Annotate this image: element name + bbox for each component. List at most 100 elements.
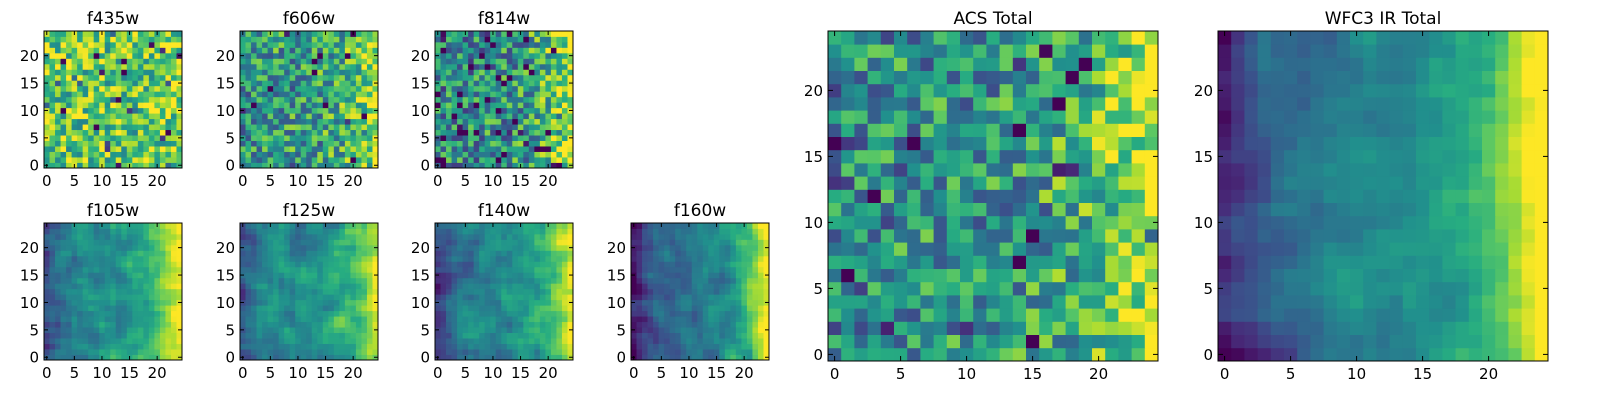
heatmap-cell: [148, 349, 155, 355]
heatmap-cell: [986, 308, 1000, 322]
heatmap-cell: [361, 332, 368, 339]
heatmap-cell: [528, 261, 535, 268]
heatmap-cell: [501, 135, 508, 141]
heatmap-cell: [344, 69, 351, 76]
heatmap-cell: [306, 41, 313, 48]
heatmap-cell: [697, 294, 704, 301]
heatmap-cell: [708, 272, 715, 279]
heatmap-cell: [251, 135, 257, 141]
heatmap-cell: [973, 242, 987, 256]
heatmap-cell: [82, 223, 89, 229]
heatmap-cell: [300, 41, 307, 48]
heatmap-cell: [295, 327, 302, 333]
heatmap-cell: [495, 157, 502, 163]
heatmap-cell: [267, 85, 274, 92]
heatmap-cell: [176, 316, 183, 323]
heatmap-cell: [159, 250, 166, 257]
heatmap-cell: [501, 157, 508, 163]
heatmap-cell: [495, 233, 502, 240]
heatmap-cell: [44, 321, 50, 328]
heatmap-cell: [473, 102, 480, 109]
heatmap-cell: [240, 316, 246, 323]
heatmap-cell: [267, 261, 274, 268]
heatmap-cell: [675, 310, 682, 317]
heatmap-cell: [468, 36, 475, 43]
heatmap-cell: [306, 162, 313, 169]
heatmap-cell: [284, 310, 291, 317]
heatmap-cell: [534, 354, 541, 361]
heatmap-cell: [636, 354, 643, 361]
heatmap-cell: [669, 272, 676, 279]
heatmap-cell: [1052, 202, 1066, 217]
heatmap-cell: [240, 41, 246, 48]
heatmap-cell: [479, 124, 486, 131]
heatmap-cell: [479, 354, 486, 361]
heatmap-cell: [451, 41, 458, 48]
heatmap-cell: [99, 310, 106, 317]
heatmap-cell: [653, 255, 659, 262]
heatmap-cell: [457, 332, 463, 339]
heatmap-cell: [479, 233, 486, 240]
heatmap-cell: [115, 255, 122, 262]
heatmap-cell: [446, 272, 452, 279]
heatmap-cell: [462, 146, 469, 152]
heatmap-cell: [484, 47, 491, 54]
heatmap-cell: [284, 244, 291, 251]
heatmap-cell: [99, 338, 106, 344]
heatmap-cell: [534, 140, 541, 147]
heatmap-cell: [457, 244, 463, 251]
heatmap-cell: [256, 310, 263, 317]
heatmap-cell: [132, 140, 139, 147]
heatmap-cell: [556, 294, 563, 301]
heatmap-cell: [55, 31, 61, 37]
heatmap-cell: [55, 266, 61, 273]
heatmap-cell: [708, 327, 715, 333]
heatmap-cell: [1092, 202, 1106, 217]
heatmap-cell: [372, 47, 379, 54]
heatmap-cell: [317, 250, 324, 257]
heatmap-cell: [273, 255, 280, 262]
heatmap-cell: [71, 261, 78, 268]
heatmap-cell: [262, 332, 268, 339]
heatmap-cell: [479, 58, 486, 65]
heatmap-cell: [88, 354, 95, 361]
heatmap-cell: [350, 91, 357, 98]
heatmap-cell: [479, 255, 486, 262]
heatmap-cell: [435, 151, 441, 158]
heatmap-cell: [366, 151, 373, 158]
heatmap-cell: [468, 69, 475, 76]
heatmap-cell: [556, 41, 563, 48]
heatmap-cell: [306, 310, 313, 317]
heatmap-cell: [60, 354, 67, 361]
heatmap-cell: [534, 266, 541, 273]
heatmap-cell: [176, 310, 183, 317]
heatmap-cell: [328, 63, 335, 70]
x-tick-label: 15: [120, 172, 139, 190]
heatmap-cell: [631, 310, 637, 317]
heatmap-cell: [121, 41, 128, 48]
heatmap-cell: [262, 80, 268, 87]
heatmap-cell: [1131, 242, 1146, 256]
heatmap-cell: [256, 354, 263, 361]
heatmap-cell: [311, 85, 318, 92]
heatmap-cell: [986, 189, 1000, 203]
heatmap-cell: [490, 283, 497, 290]
heatmap-cell: [457, 118, 463, 125]
heatmap-cell: [300, 294, 307, 301]
heatmap-cell: [545, 244, 552, 251]
heatmap-cell: [262, 294, 268, 301]
heatmap-cell: [132, 91, 139, 98]
heatmap-cell: [556, 36, 563, 43]
heatmap-cell: [880, 308, 895, 322]
heatmap-cell: [539, 349, 546, 355]
heatmap-cell: [154, 52, 161, 59]
heatmap-cell: [148, 277, 155, 284]
heatmap-cell: [344, 288, 351, 295]
heatmap-cell: [104, 102, 111, 109]
heatmap-cell: [71, 239, 78, 246]
heatmap-cell: [60, 266, 67, 273]
heatmap-cell: [115, 52, 122, 59]
heatmap-cell: [278, 36, 285, 43]
heatmap-cell: [143, 239, 150, 246]
heatmap-cell: [451, 283, 458, 290]
